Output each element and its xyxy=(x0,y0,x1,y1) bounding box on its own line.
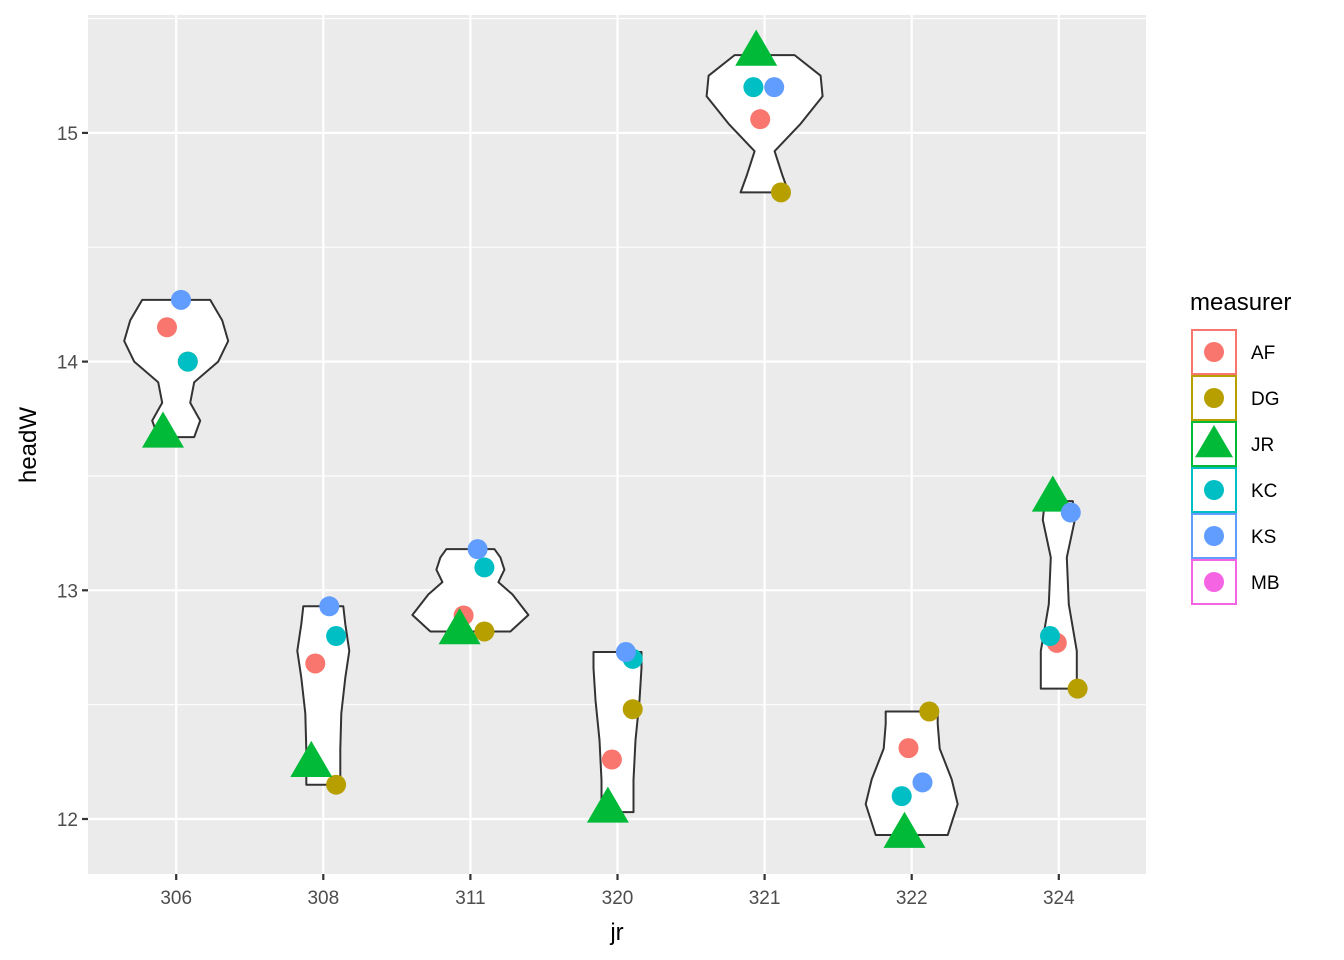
violin-311 xyxy=(411,548,530,633)
x-axis-title: jr xyxy=(609,919,623,946)
legend-label-KC: KC xyxy=(1251,481,1277,502)
x-tick-label: 324 xyxy=(1043,888,1075,909)
point-321-JR xyxy=(735,29,778,66)
point-320-AF xyxy=(601,749,622,770)
violin-322 xyxy=(864,710,959,837)
point-311-DG xyxy=(474,621,495,642)
x-tick-label: 321 xyxy=(749,888,781,909)
x-tick-label: 308 xyxy=(307,888,339,909)
x-tick-label: 322 xyxy=(896,888,928,909)
point-308-KS xyxy=(319,596,340,617)
points xyxy=(142,29,1088,848)
legend-label-KS: KS xyxy=(1251,527,1276,548)
point-320-DG xyxy=(622,699,643,720)
legend-title: measurer xyxy=(1190,289,1291,316)
point-308-AF xyxy=(305,653,326,674)
point-321-AF xyxy=(750,109,771,130)
legend-symbol-AF xyxy=(1204,342,1224,362)
legend-symbol-KS xyxy=(1204,526,1224,546)
y-tick-label: 13 xyxy=(57,581,78,602)
point-324-JR xyxy=(1031,475,1074,512)
point-311-KC xyxy=(474,557,495,578)
y-tick-label: 15 xyxy=(57,124,78,145)
point-306-KS xyxy=(171,289,191,310)
violin-308 xyxy=(296,605,351,786)
point-324-DG xyxy=(1067,678,1088,699)
legend-symbol-MB xyxy=(1204,572,1224,592)
point-308-KC xyxy=(326,626,347,647)
legend: measurer AF DG JR KC KS MB xyxy=(1190,289,1291,605)
point-322-KS xyxy=(912,772,933,793)
point-321-KC xyxy=(743,77,764,98)
legend-symbol-JR xyxy=(1195,425,1233,458)
point-308-DG xyxy=(326,774,347,795)
point-311-JR xyxy=(438,608,481,645)
x-axis: 306 308 311 320 321 322 324 xyxy=(160,874,1075,909)
point-320-KS xyxy=(615,642,636,663)
point-320-JR xyxy=(586,786,629,823)
y-tick-label: 12 xyxy=(57,810,78,831)
point-306-KC xyxy=(177,351,198,372)
y-axis-title: headW xyxy=(15,407,42,483)
point-324-KC xyxy=(1040,626,1060,647)
y-axis: 12 13 14 15 xyxy=(57,124,88,831)
legend-label-DG: DG xyxy=(1251,389,1280,410)
point-306-AF xyxy=(157,317,177,338)
point-311-KS xyxy=(467,539,488,560)
point-306-JR xyxy=(142,411,184,448)
legend-label-AF: AF xyxy=(1251,343,1275,364)
violin-320 xyxy=(592,651,643,814)
legend-symbol-KC xyxy=(1204,480,1224,500)
legend-label-MB: MB xyxy=(1251,573,1280,594)
point-308-JR xyxy=(290,740,333,777)
y-tick-label: 14 xyxy=(57,353,79,374)
point-321-KS xyxy=(764,77,785,98)
point-322-DG xyxy=(919,701,940,722)
point-324-KS xyxy=(1060,502,1081,523)
x-tick-label: 320 xyxy=(602,888,634,909)
legend-symbol-DG xyxy=(1204,388,1224,408)
point-322-KC xyxy=(891,786,912,807)
x-tick-label: 311 xyxy=(455,888,485,909)
violins xyxy=(123,54,1078,837)
legend-label-JR: JR xyxy=(1251,435,1274,456)
x-tick-label: 306 xyxy=(160,888,192,909)
violin-306 xyxy=(123,298,230,439)
point-322-JR xyxy=(883,811,926,848)
point-322-AF xyxy=(898,738,919,759)
point-321-DG xyxy=(771,182,791,203)
